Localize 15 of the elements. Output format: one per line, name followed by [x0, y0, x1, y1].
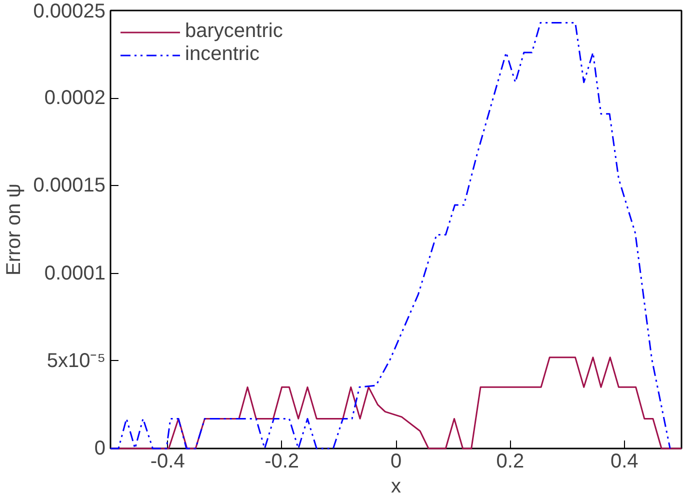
y-tick-label: 0.00015 [33, 174, 106, 197]
legend-label: barycentric [185, 20, 283, 43]
x-tick-label: 0.4 [610, 450, 638, 472]
x-axis-title: x [391, 476, 401, 498]
x-tick-label: 0 [390, 450, 402, 472]
y-tick-label: 5x10⁻⁵ [46, 350, 106, 372]
legend-label: incentric [185, 43, 260, 66]
y-axis-title: Error on ψ [3, 183, 26, 276]
line-series [110, 22, 671, 450]
y-tick-label: 0.00025 [33, 0, 106, 22]
x-tick-label: -0.2 [264, 450, 300, 472]
x-tick-label: -0.4 [150, 450, 185, 472]
x-tick-label: 0.2 [496, 450, 524, 472]
y-tick-label: 0.0001 [44, 262, 106, 284]
y-tick-label: 0.0002 [44, 87, 106, 110]
